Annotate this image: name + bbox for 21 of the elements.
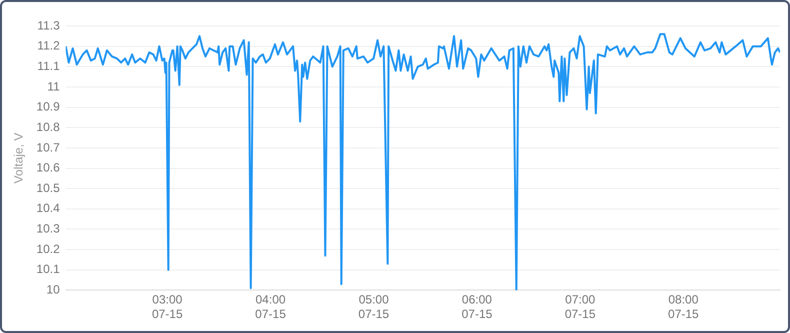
- y-tick-label: 10.7: [36, 140, 60, 154]
- y-tick-label: 10.5: [36, 180, 60, 195]
- y-tick-label: 10.3: [36, 222, 60, 236]
- y-tick-label: 10.1: [36, 262, 60, 276]
- x-tick-label: 04:00 07-15: [255, 292, 286, 322]
- y-tick-label: 10: [46, 282, 60, 297]
- y-tick-label: 11.1: [37, 58, 60, 73]
- x-tick-label: 03:00 07-15: [152, 292, 183, 322]
- x-tick-label: 07:00 07-15: [564, 292, 596, 322]
- x-tick-label: 06:00 07-15: [462, 292, 493, 322]
- y-tick-label: 10.4: [36, 201, 60, 216]
- y-tick-label: 10.8: [36, 120, 60, 134]
- x-tick-label: 08:00 07-15: [668, 292, 700, 322]
- y-tick-label: 10.2: [36, 242, 60, 256]
- y-axis-title: Voltaje, V: [12, 132, 26, 184]
- y-tick-label: 11: [47, 79, 60, 94]
- x-tick-label: 05:00 07-15: [358, 292, 390, 322]
- y-tick-label: 10.9: [36, 100, 60, 114]
- y-tick-label: 11.2: [37, 38, 60, 53]
- y-tick-label: 11.3: [37, 18, 60, 32]
- y-tick-label: 10.6: [36, 160, 60, 175]
